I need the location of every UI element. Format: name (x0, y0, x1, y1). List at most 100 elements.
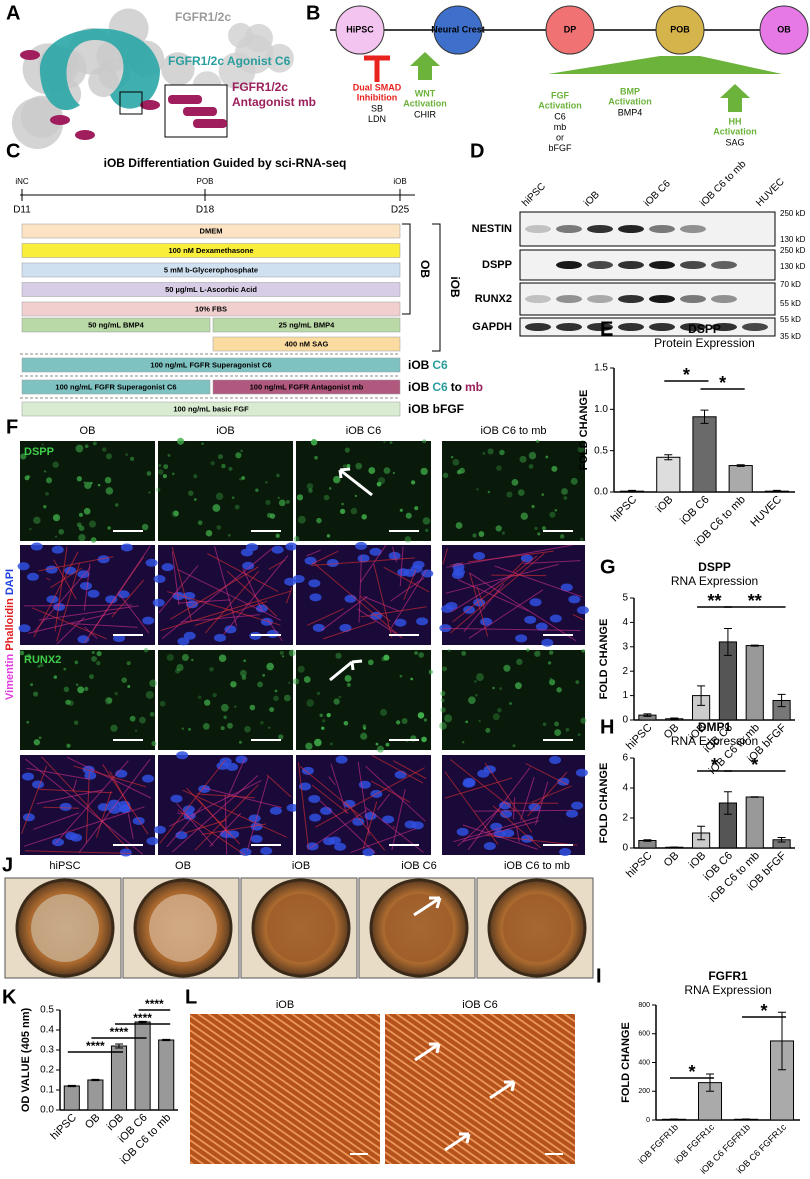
column-label: iOB (292, 860, 310, 872)
signal (188, 727, 192, 731)
signal (339, 508, 346, 515)
signal (266, 662, 274, 671)
media-bar (21, 379, 211, 395)
annotation: FGF (551, 90, 569, 100)
fiber (95, 790, 112, 838)
signal (262, 673, 266, 677)
media-bar (21, 282, 401, 297)
nucleus (214, 633, 227, 642)
nucleus (560, 583, 573, 592)
signal (33, 739, 40, 746)
signal (482, 452, 486, 455)
significance-label: * (683, 365, 690, 385)
receptor-surface (218, 52, 256, 90)
stage-label: DP (564, 24, 577, 34)
signal (354, 494, 357, 497)
signal (468, 696, 476, 704)
nucleus (77, 570, 90, 579)
fiber (297, 762, 310, 850)
signal (512, 744, 516, 748)
signal (509, 702, 512, 705)
signal (151, 741, 157, 747)
fiber (492, 805, 541, 849)
signal (143, 647, 149, 653)
signal (45, 477, 53, 484)
micrograph (158, 441, 293, 541)
y-tick-label: 5 (622, 593, 628, 604)
signal (221, 463, 226, 469)
fiber (161, 547, 274, 640)
nucleus (248, 814, 261, 823)
error-bar (777, 837, 786, 843)
nucleus (568, 595, 581, 604)
fiber (371, 754, 424, 784)
zoom-box (119, 91, 143, 115)
signal (492, 686, 495, 690)
nucleus (146, 837, 159, 846)
fiber (223, 555, 289, 635)
fiber (299, 765, 364, 819)
nucleus (79, 581, 92, 590)
signal (212, 692, 217, 698)
y-tick-label: 1 (622, 690, 628, 701)
well-inner (267, 894, 335, 962)
signal (383, 440, 386, 443)
signal (342, 464, 347, 468)
signal (554, 721, 559, 727)
fiber (319, 800, 376, 854)
stain-label: RUNX2 (24, 654, 61, 666)
signal (395, 720, 401, 725)
y-axis-label: FOLD CHANGE (598, 763, 610, 844)
stage-node (433, 5, 483, 55)
fiber (392, 546, 397, 563)
signal (561, 488, 568, 495)
signal (84, 686, 89, 691)
signal (570, 477, 578, 485)
signal (20, 453, 27, 460)
arrow (489, 1080, 516, 1100)
signal (551, 465, 558, 472)
signal (401, 717, 408, 724)
error-bar (670, 717, 679, 721)
stage-node (335, 5, 385, 55)
signal (37, 664, 41, 668)
signal (77, 686, 85, 694)
signal (575, 680, 580, 684)
signal (385, 742, 390, 747)
fiber (46, 577, 51, 581)
signal (114, 503, 119, 507)
fiber (54, 546, 68, 632)
signal (54, 535, 58, 538)
signal (526, 648, 530, 652)
signal (326, 712, 331, 718)
band (525, 323, 551, 331)
signal (361, 514, 367, 520)
error-bar (700, 409, 709, 424)
bar (692, 416, 717, 493)
fiber (177, 599, 231, 604)
significance-label: ** (748, 591, 762, 611)
fiber (177, 568, 281, 621)
fiber (242, 568, 263, 612)
nucleus (357, 554, 370, 563)
chart-title: DMP1 (698, 720, 732, 734)
fiber (66, 756, 152, 799)
y-tick-label: 0.5 (594, 445, 608, 456)
panel-letter: C (6, 140, 20, 162)
signal (157, 469, 164, 475)
signal (148, 491, 151, 494)
signal (159, 700, 166, 707)
nucleus (369, 547, 382, 556)
signal (176, 663, 184, 672)
signal (102, 447, 107, 452)
signal (38, 736, 42, 740)
signal (96, 651, 102, 657)
nucleus (344, 594, 357, 603)
error-bar (697, 825, 706, 841)
fiber (50, 567, 83, 588)
fiber (25, 758, 144, 855)
signal (66, 743, 71, 748)
x-tick-label: OB (662, 850, 682, 870)
band (649, 225, 675, 233)
stage: iNC (15, 177, 29, 186)
